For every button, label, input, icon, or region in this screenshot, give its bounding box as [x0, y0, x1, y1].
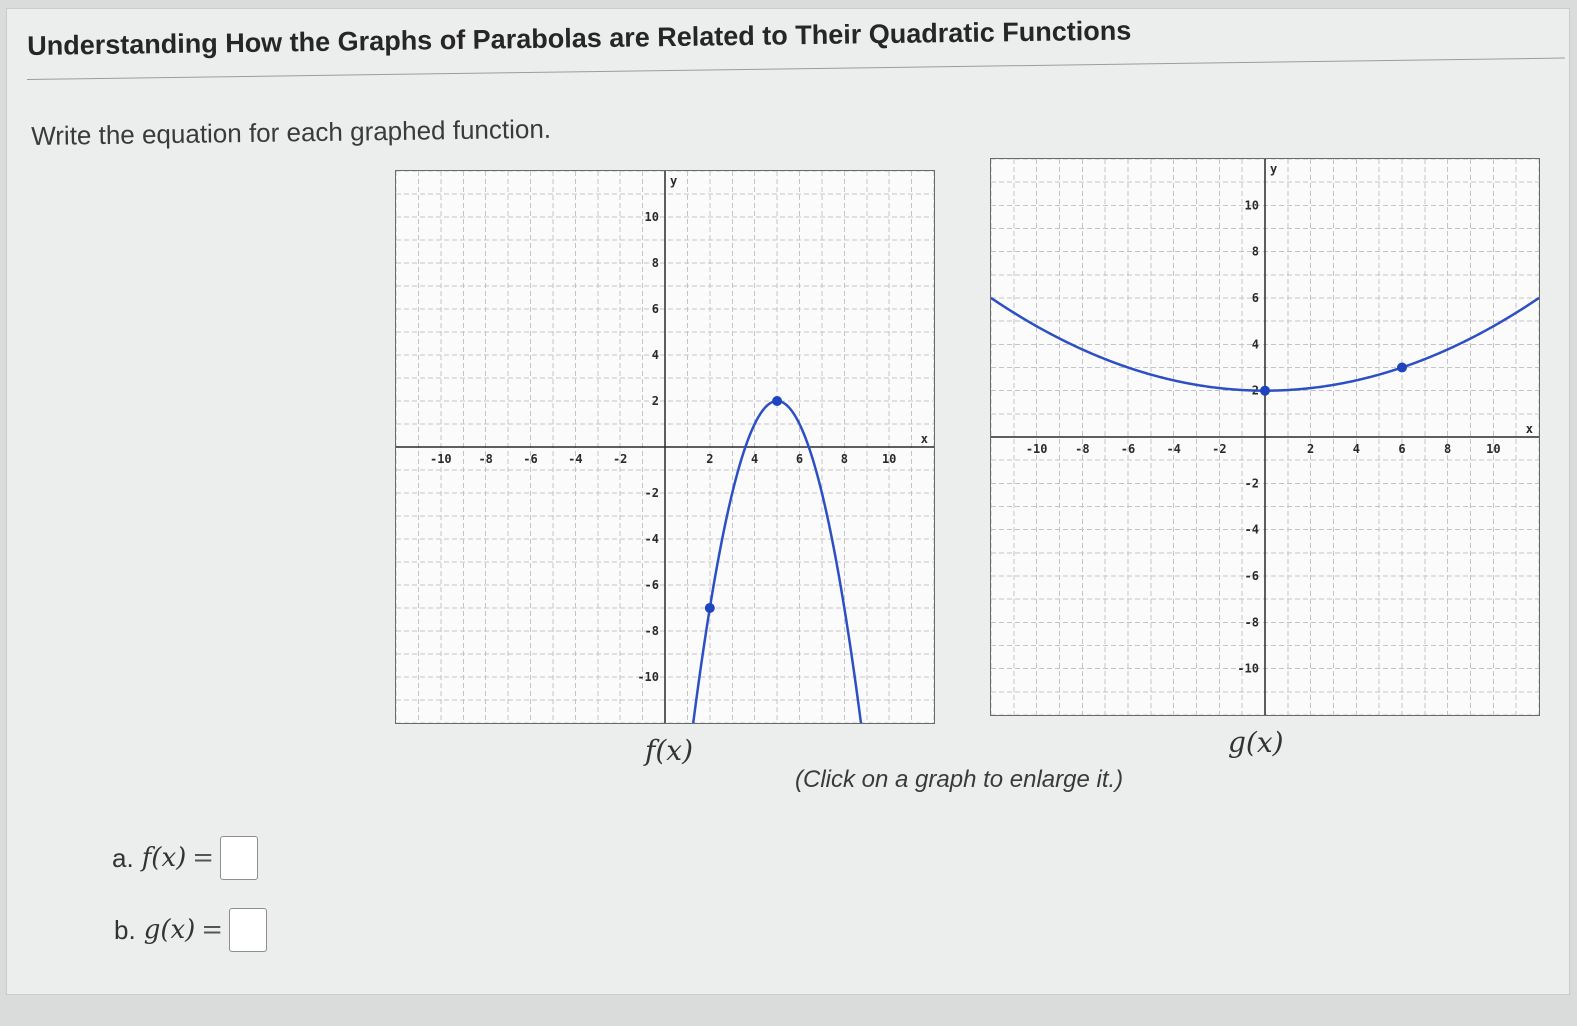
graph-f-enlarge[interactable]: -10 -8 -6 -4 -2 2 4 6 8 10 10 8 6 4 2 -2 -4 -6 -8 -10 x y [395, 170, 935, 724]
y-tick-label: 6 [652, 302, 659, 316]
y-tick-label: -10 [1237, 662, 1259, 676]
y-tick-label: 8 [1252, 245, 1259, 259]
answer-row-b: b. g(x) = [114, 908, 268, 952]
y-tick-label: 2 [652, 394, 659, 408]
plotted-point [704, 603, 715, 613]
x-tick-label: 8 [1444, 442, 1451, 456]
y-tick-label: 8 [652, 256, 659, 270]
x-tick-label: 10 [1486, 442, 1500, 456]
x-tick-label: 2 [706, 452, 713, 466]
y-tick-label: -4 [1245, 523, 1259, 537]
graph-g-enlarge[interactable]: -10 -8 -6 -4 -2 2 4 6 8 10 10 8 6 4 2 -2 -4 -6 -8 -10 x y [990, 158, 1540, 716]
x-tick-label: -2 [613, 452, 627, 466]
graph-f-plot: -10 -8 -6 -4 -2 2 4 6 8 10 10 8 6 4 2 -2 -4 -6 -8 -10 x y [396, 171, 934, 723]
x-tick-label: 6 [1398, 442, 1405, 456]
y-tick-label: -8 [645, 624, 659, 638]
x-tick-label: -2 [1212, 442, 1226, 456]
answer-g-input[interactable] [229, 908, 268, 952]
answer-b-label: g(x) [143, 915, 196, 945]
answer-a-letter: a. [112, 842, 134, 873]
plotted-point [1397, 362, 1407, 373]
x-tick-label: 2 [1307, 442, 1314, 456]
x-tick-label: -6 [523, 452, 537, 466]
y-tick-label: -10 [637, 670, 659, 684]
y-tick-label: 10 [645, 210, 659, 224]
x-tick-label: -4 [568, 452, 582, 466]
answer-a-equals: = [192, 843, 215, 873]
y-axis-label: y [1270, 162, 1277, 176]
y-tick-label: -8 [1245, 615, 1259, 629]
x-tick-label: -10 [430, 452, 452, 466]
answer-f-input[interactable] [220, 836, 259, 880]
x-tick-label: -8 [478, 452, 492, 466]
page-title: Understanding How the Graphs of Parabola… [27, 15, 1132, 61]
y-tick-label: -4 [645, 532, 659, 546]
x-tick-label: 10 [882, 452, 896, 466]
y-tick-label: 10 [1245, 198, 1259, 212]
y-axis-label: y [670, 174, 677, 188]
x-tick-label: 8 [841, 452, 848, 466]
x-tick-label: -4 [1166, 442, 1180, 456]
answer-b-letter: b. [114, 914, 136, 945]
plotted-point [772, 396, 783, 406]
x-tick-label: 4 [751, 452, 758, 466]
y-tick-label: -2 [645, 486, 659, 500]
answer-b-equals: = [201, 915, 224, 945]
title-divider [27, 57, 1565, 80]
answer-a-label: f(x) [141, 843, 187, 873]
graph-g-caption: g(x) [1228, 726, 1284, 759]
y-tick-label: 4 [1252, 337, 1259, 351]
x-tick-label: -8 [1075, 442, 1089, 456]
plotted-point [1260, 385, 1270, 396]
y-tick-label: 4 [652, 348, 659, 362]
x-axis-label: x [1526, 422, 1533, 436]
x-tick-label: -6 [1121, 442, 1135, 456]
y-tick-label: -2 [1245, 476, 1259, 490]
y-tick-label: 6 [1252, 291, 1259, 305]
x-axis-label: x [921, 432, 928, 446]
y-tick-label: -6 [645, 578, 659, 592]
instruction-text: Write the equation for each graphed func… [31, 113, 552, 151]
answer-row-a: a. f(x) = [112, 836, 259, 880]
y-tick-label: -6 [1245, 569, 1259, 583]
x-tick-label: -10 [1026, 442, 1048, 456]
graph-f-caption: f(x) [645, 734, 694, 767]
x-tick-label: 4 [1353, 442, 1360, 456]
parabola-curve [691, 399, 863, 723]
enlarge-hint: (Click on a graph to enlarge it.) [795, 766, 1124, 793]
x-tick-label: 6 [796, 452, 803, 466]
